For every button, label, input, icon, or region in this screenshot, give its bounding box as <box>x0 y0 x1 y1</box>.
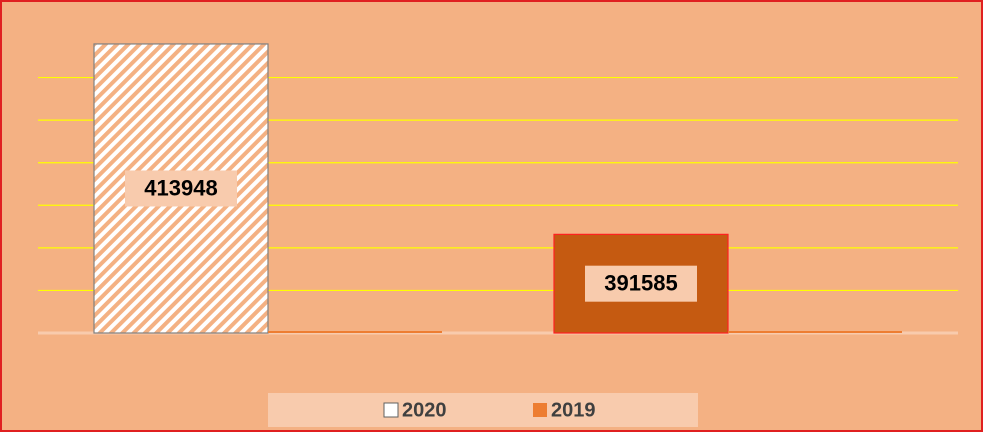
bar <box>728 331 902 333</box>
legend-box <box>268 393 698 427</box>
legend-swatch <box>533 403 547 417</box>
legend-label: 2020 <box>402 399 447 421</box>
data-label-bg <box>125 170 237 207</box>
data-label: 413948 <box>144 175 217 200</box>
data-label: 391585 <box>604 270 677 295</box>
legend-label: 2019 <box>551 399 596 421</box>
legend-swatch <box>383 402 399 418</box>
data-label-bg <box>585 265 697 302</box>
bar <box>268 331 442 333</box>
